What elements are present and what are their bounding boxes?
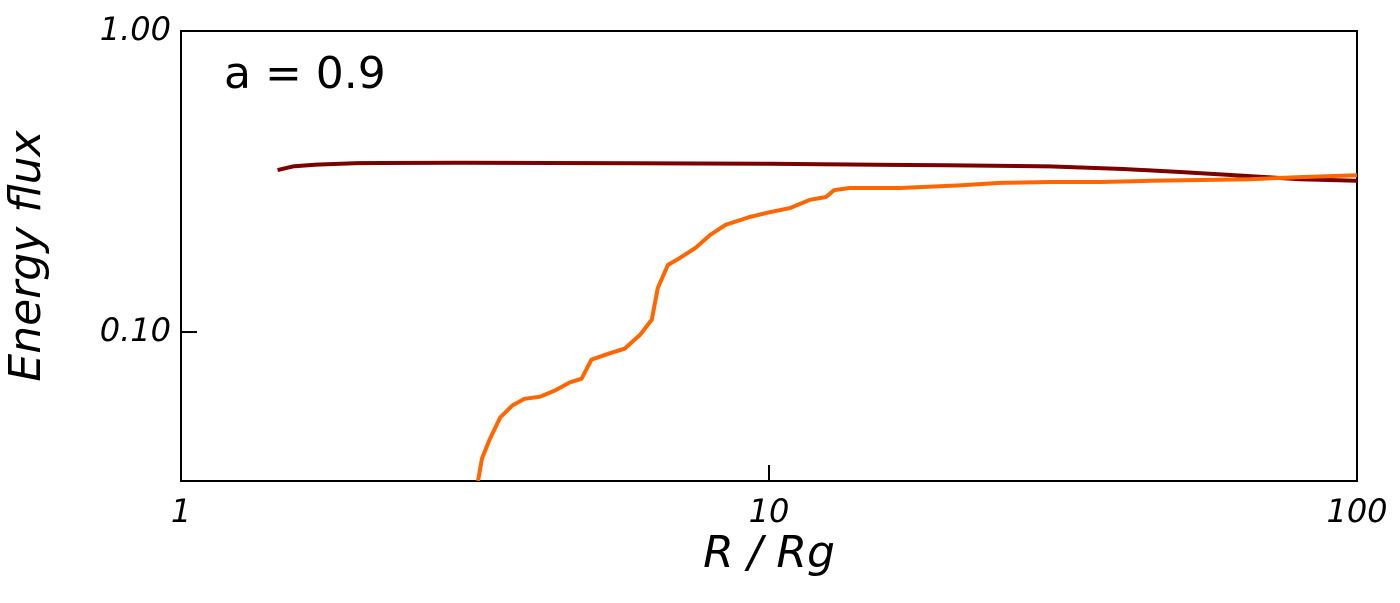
series-line — [476, 173, 1357, 481]
plot-area — [277, 160, 1357, 481]
annotation: a = 0.9 — [224, 48, 386, 99]
x-tick-label: 1 — [171, 492, 191, 530]
y-axis-label: Energy flux — [0, 129, 51, 381]
y-tick-label: 0.10 — [100, 311, 171, 349]
x-tick-label: 10 — [749, 492, 790, 530]
y-tick-label: 1.00 — [100, 10, 171, 48]
x-tick-label: 100 — [1326, 492, 1387, 530]
x-axis-label: R / Rg — [703, 527, 835, 578]
series-line — [277, 160, 1357, 183]
